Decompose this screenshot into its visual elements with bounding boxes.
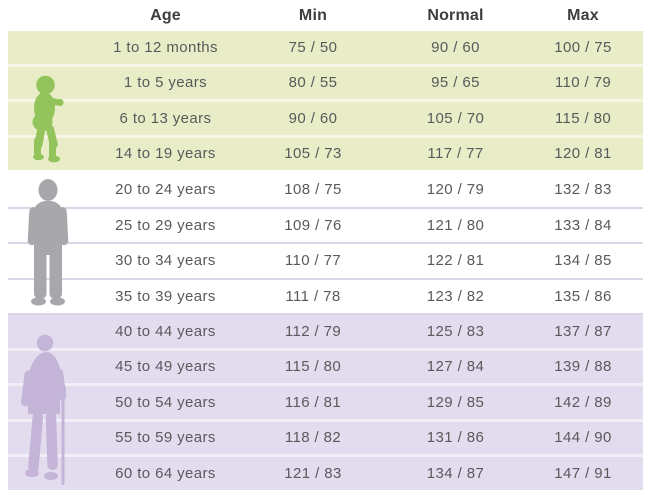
normal-value-cell: 125 / 83 xyxy=(426,322,485,340)
min-value-cell: 118 / 82 xyxy=(284,429,342,447)
min-value-cell: 109 / 76 xyxy=(284,216,342,234)
silhouette-column-spacer xyxy=(8,173,93,207)
silhouette-column-spacer xyxy=(8,315,93,348)
adults-rows: 20 to 24 years 108 / 75 120 / 79 132 / 8… xyxy=(8,173,643,315)
max-value-cell: 115 / 80 xyxy=(554,109,612,127)
age-cell: 14 to 19 years xyxy=(115,145,216,163)
age-cell: 1 to 5 years xyxy=(123,74,208,92)
max-value-cell: 139 / 88 xyxy=(554,358,612,376)
section-adults: 20 to 24 years 108 / 75 120 / 79 132 / 8… xyxy=(8,173,643,315)
normal-value-cell: 127 / 84 xyxy=(426,358,485,376)
min-value-cell: 116 / 81 xyxy=(284,393,342,411)
max-value-cell: 142 / 89 xyxy=(554,393,612,411)
table-row: 1 to 12 months 75 / 50 90 / 60 100 / 75 xyxy=(8,31,643,67)
header-age: Age xyxy=(150,6,181,24)
normal-value-cell: 117 / 77 xyxy=(427,145,484,163)
min-value-cell: 111 / 78 xyxy=(285,287,341,305)
min-value-cell: 105 / 73 xyxy=(284,145,342,163)
age-cell: 25 to 29 years xyxy=(115,216,216,234)
children-rows: 1 to 12 months 75 / 50 90 / 60 100 / 75 … xyxy=(8,31,643,173)
silhouette-column-spacer xyxy=(8,422,93,455)
silhouette-column-spacer xyxy=(8,102,93,135)
normal-value-cell: 121 / 80 xyxy=(426,216,485,234)
header-max: Max xyxy=(567,6,599,24)
age-cell: 60 to 64 years xyxy=(115,464,216,482)
normal-value-cell: 95 / 65 xyxy=(431,74,480,92)
min-value-cell: 80 / 55 xyxy=(288,74,338,92)
table-header: Age Min Normal Max xyxy=(8,0,643,31)
age-cell: 30 to 34 years xyxy=(115,252,216,270)
silhouette-column-spacer xyxy=(8,31,93,64)
max-value-cell: 144 / 90 xyxy=(554,429,612,447)
min-value-cell: 90 / 60 xyxy=(288,109,338,127)
min-value-cell: 115 / 80 xyxy=(284,358,342,376)
min-value-cell: 112 / 79 xyxy=(284,322,342,340)
max-value-cell: 100 / 75 xyxy=(554,38,612,56)
age-cell: 50 to 54 years xyxy=(115,393,216,411)
normal-value-cell: 120 / 79 xyxy=(426,181,485,199)
table-row: 45 to 49 years 115 / 80 127 / 84 139 / 8… xyxy=(8,350,643,386)
normal-value-cell: 122 / 81 xyxy=(426,252,485,270)
silhouette-column-spacer xyxy=(8,280,93,314)
silhouette-column-spacer xyxy=(8,457,93,490)
max-value-cell: 133 / 84 xyxy=(554,216,612,234)
table-row: 6 to 13 years 90 / 60 105 / 70 115 / 80 xyxy=(8,102,643,138)
max-value-cell: 147 / 91 xyxy=(554,464,612,482)
max-value-cell: 110 / 79 xyxy=(554,74,612,92)
table-row: 30 to 34 years 110 / 77 122 / 81 134 / 8… xyxy=(8,244,643,280)
normal-value-cell: 105 / 70 xyxy=(426,109,485,127)
normal-value-cell: 90 / 60 xyxy=(431,38,480,56)
table-row: 25 to 29 years 109 / 76 121 / 80 133 / 8… xyxy=(8,208,643,244)
silhouette-column-spacer xyxy=(8,138,93,171)
age-cell: 55 to 59 years xyxy=(115,429,216,447)
section-children: 1 to 12 months 75 / 50 90 / 60 100 / 75 … xyxy=(8,31,643,173)
silhouette-column-spacer xyxy=(8,351,93,384)
seniors-rows: 40 to 44 years 112 / 79 125 / 83 137 / 8… xyxy=(8,315,643,493)
table-row: 60 to 64 years 121 / 83 134 / 87 147 / 9… xyxy=(8,457,643,493)
max-value-cell: 132 / 83 xyxy=(554,181,612,199)
max-value-cell: 134 / 85 xyxy=(554,252,612,270)
min-value-cell: 108 / 75 xyxy=(284,181,342,199)
age-cell: 1 to 12 months xyxy=(113,38,218,56)
normal-value-cell: 131 / 86 xyxy=(426,429,485,447)
table-row: 55 to 59 years 118 / 82 131 / 86 144 / 9… xyxy=(8,421,643,457)
silhouette-column-spacer xyxy=(8,386,93,419)
age-cell: 40 to 44 years xyxy=(115,322,216,340)
min-value-cell: 121 / 83 xyxy=(284,464,342,482)
normal-value-cell: 123 / 82 xyxy=(426,287,485,305)
max-value-cell: 120 / 81 xyxy=(554,145,612,163)
table-row: 14 to 19 years 105 / 73 117 / 77 120 / 8… xyxy=(8,137,643,173)
max-value-cell: 135 / 86 xyxy=(554,287,612,305)
silhouette-column-spacer xyxy=(8,244,93,278)
min-value-cell: 110 / 77 xyxy=(284,252,342,270)
header-spacer xyxy=(8,0,93,31)
table-row: 1 to 5 years 80 / 55 95 / 65 110 / 79 xyxy=(8,66,643,102)
min-value-cell: 75 / 50 xyxy=(288,38,338,56)
table-row: 20 to 24 years 108 / 75 120 / 79 132 / 8… xyxy=(8,173,643,209)
silhouette-column-spacer xyxy=(8,209,93,243)
header-normal: Normal xyxy=(427,6,484,24)
section-seniors: 40 to 44 years 112 / 79 125 / 83 137 / 8… xyxy=(8,315,643,493)
normal-value-cell: 134 / 87 xyxy=(426,464,485,482)
header-min: Min xyxy=(298,6,328,24)
normal-value-cell: 129 / 85 xyxy=(426,393,485,411)
table-row: 50 to 54 years 116 / 81 129 / 85 142 / 8… xyxy=(8,386,643,422)
age-cell: 20 to 24 years xyxy=(115,181,216,199)
age-cell: 45 to 49 years xyxy=(115,358,216,376)
bp-table: Age Min Normal Max 1 to 12 months 75 / 5… xyxy=(8,0,643,493)
table-row: 35 to 39 years 111 / 78 123 / 82 135 / 8… xyxy=(8,279,643,315)
silhouette-column-spacer xyxy=(8,67,93,100)
table-row: 40 to 44 years 112 / 79 125 / 83 137 / 8… xyxy=(8,315,643,351)
age-cell: 35 to 39 years xyxy=(115,287,216,305)
age-cell: 6 to 13 years xyxy=(119,109,212,127)
max-value-cell: 137 / 87 xyxy=(554,322,612,340)
